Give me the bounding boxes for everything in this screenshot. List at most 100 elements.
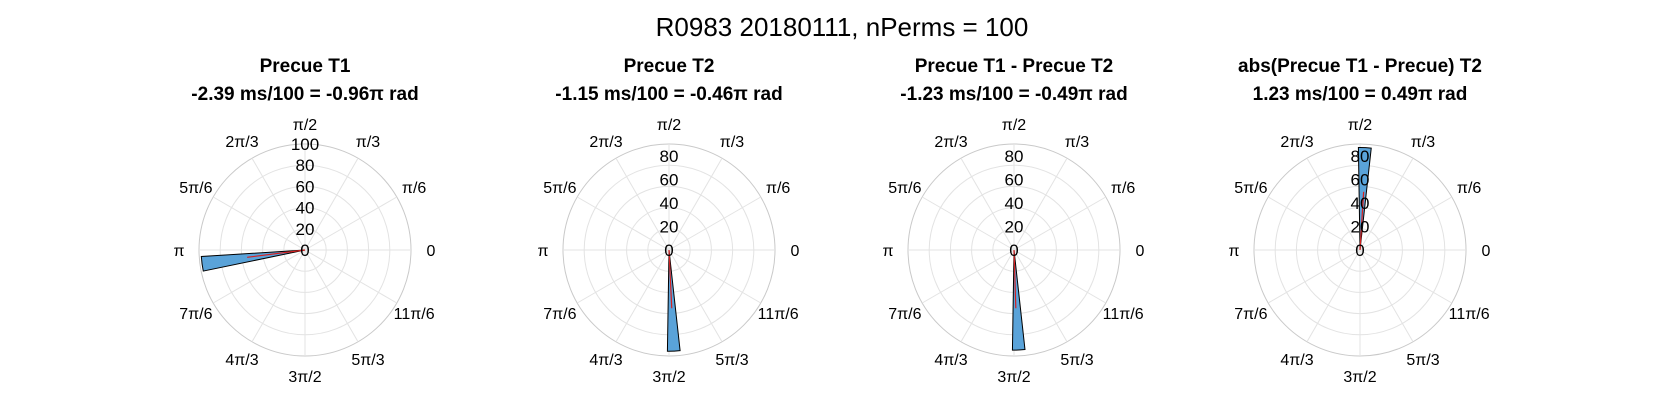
angular-tick-label: 7π/6	[543, 306, 576, 323]
angular-tick-label: π/2	[1348, 117, 1372, 134]
polar-panel: abs(Precue T1 - Precue) T2 1.23 ms/100 = …	[1228, 56, 1490, 386]
angular-gridline	[1359, 196, 1453, 251]
angular-tick-label: π/6	[402, 180, 426, 197]
histogram-bar	[1011, 249, 1026, 351]
angular-tick-label: π/6	[1111, 180, 1135, 197]
angular-tick-label: 2π/3	[1280, 134, 1313, 151]
polar-panels: Precue T1 -2.39 ms/100 = -0.96π rad 0 20 40 6…	[173, 56, 1490, 386]
angular-tick-label: 5π/6	[543, 180, 576, 197]
radial-tick-label: 60	[1005, 170, 1024, 189]
angular-gridline	[1306, 249, 1361, 343]
panel-subtitle: 1.23 ms/100 = 0.49π rad	[1253, 84, 1468, 105]
radial-tick-label: 60	[296, 177, 315, 196]
panel-title: abs(Precue T1 - Precue) T2	[1238, 56, 1482, 77]
angular-gridline	[251, 157, 306, 251]
angular-gridline	[921, 196, 1015, 251]
radial-tick-label: 0	[664, 241, 673, 260]
angular-gridline	[668, 196, 762, 251]
angular-gridline	[304, 249, 398, 304]
angular-tick-label: π	[1228, 243, 1239, 260]
radial-tick-label: 80	[660, 147, 679, 166]
angular-tick-label: 0	[791, 243, 800, 260]
angular-gridline	[304, 249, 359, 343]
angular-tick-label: π/6	[1457, 180, 1481, 197]
angular-tick-label: 4π/3	[934, 352, 967, 369]
angular-tick-label: 5π/3	[1060, 352, 1093, 369]
angular-tick-label: π/2	[657, 117, 681, 134]
panel-title: Precue T1 - Precue T2	[915, 56, 1114, 77]
radial-tick-label: 60	[660, 170, 679, 189]
angular-gridline	[1267, 196, 1361, 251]
polar-panel: Precue T1 -2.39 ms/100 = -0.96π rad 0 20 40 6…	[173, 56, 435, 386]
mean-direction-line	[247, 249, 306, 258]
radial-tick-label: 80	[1351, 147, 1370, 166]
angular-gridline	[1013, 249, 1107, 304]
angular-gridline	[212, 196, 306, 251]
angular-tick-label: π	[173, 243, 184, 260]
radial-tick-label: 0	[1009, 241, 1018, 260]
angular-tick-label: 3π/2	[997, 369, 1030, 386]
angular-tick-label: 5π/3	[1406, 352, 1439, 369]
figure-title: R0983 20180111, nPerms = 100	[656, 12, 1029, 42]
mean-direction-line	[1359, 191, 1365, 251]
angular-tick-label: 4π/3	[589, 352, 622, 369]
angular-tick-label: 0	[1136, 243, 1145, 260]
angular-gridline	[960, 157, 1015, 251]
radial-tick-label: 40	[1005, 194, 1024, 213]
angular-tick-label: π/3	[356, 134, 380, 151]
angular-tick-label: 0	[427, 243, 436, 260]
radial-tick-label: 80	[296, 156, 315, 175]
mean-direction-line	[668, 249, 673, 309]
radial-tick-label: 20	[660, 217, 679, 236]
radial-tick-label: 100	[291, 135, 319, 154]
angular-tick-label: 11π/6	[394, 306, 435, 323]
angular-tick-label: 11π/6	[758, 306, 799, 323]
angular-gridline	[668, 249, 762, 304]
angular-tick-label: 5π/3	[715, 352, 748, 369]
angular-tick-label: π	[882, 243, 893, 260]
radial-tick-label: 0	[300, 241, 309, 260]
angular-tick-label: 11π/6	[1449, 306, 1490, 323]
polar-panel: Precue T2 -1.15 ms/100 = -0.46π rad 0 20 40 6…	[537, 56, 799, 386]
angular-tick-label: 0	[1482, 243, 1491, 260]
radial-tick-label: 0	[1355, 241, 1364, 260]
angular-gridline	[1013, 196, 1107, 251]
angular-tick-label: 3π/2	[652, 369, 685, 386]
angular-tick-label: 5π/3	[351, 352, 384, 369]
angular-gridline	[668, 157, 723, 251]
angular-tick-label: 2π/3	[225, 134, 258, 151]
angular-gridline	[615, 249, 670, 343]
angular-tick-label: 2π/3	[934, 134, 967, 151]
angular-tick-label: 4π/3	[1280, 352, 1313, 369]
angular-tick-label: π/6	[766, 180, 790, 197]
angular-gridline	[576, 249, 670, 304]
angular-tick-label: 7π/6	[1234, 306, 1267, 323]
panel-title: Precue T1	[260, 56, 351, 77]
angular-gridline	[1359, 157, 1414, 251]
angular-gridline	[212, 249, 306, 304]
radial-tick-label: 80	[1005, 147, 1024, 166]
angular-gridline	[960, 249, 1015, 343]
angular-tick-label: 3π/2	[288, 369, 321, 386]
angular-gridline	[1267, 249, 1361, 304]
angular-tick-label: π	[537, 243, 548, 260]
mean-direction-line	[1013, 249, 1017, 309]
radial-tick-label: 40	[296, 199, 315, 218]
angular-tick-label: 3π/2	[1343, 369, 1376, 386]
panel-subtitle: -1.15 ms/100 = -0.46π rad	[555, 84, 782, 105]
angular-gridline	[576, 196, 670, 251]
angular-gridline	[921, 249, 1015, 304]
angular-tick-label: 5π/6	[179, 180, 212, 197]
angular-tick-label: 7π/6	[888, 306, 921, 323]
panel-subtitle: -1.23 ms/100 = -0.49π rad	[900, 84, 1127, 105]
angular-tick-label: π/3	[1065, 134, 1089, 151]
angular-gridline	[1359, 249, 1453, 304]
polar-panel: Precue T1 - Precue T2 -1.23 ms/100 = -0.4…	[882, 56, 1144, 386]
angular-gridline	[304, 196, 398, 251]
angular-gridline	[304, 157, 359, 251]
radial-tick-label: 20	[1351, 217, 1370, 236]
angular-gridline	[1013, 157, 1068, 251]
radial-tick-label: 60	[1351, 170, 1370, 189]
angular-gridline	[1306, 157, 1361, 251]
